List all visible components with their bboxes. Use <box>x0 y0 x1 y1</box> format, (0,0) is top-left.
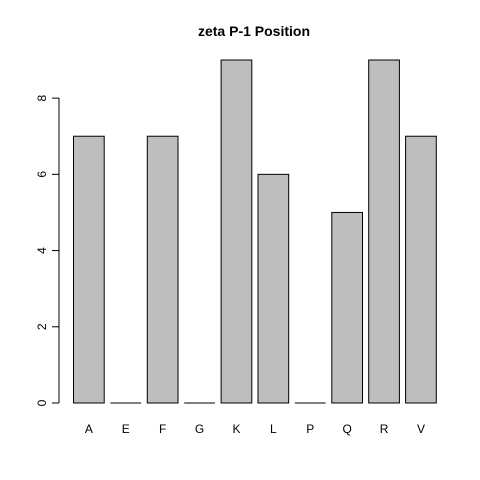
y-axis: 0 2 4 6 8 <box>35 94 60 406</box>
x-tick-label-a: A <box>85 422 93 436</box>
y-tick-label-6: 6 <box>35 171 49 178</box>
bars-group <box>73 59 437 404</box>
y-tick-label-2: 2 <box>35 323 49 330</box>
y-tick-label-4: 4 <box>35 247 49 254</box>
x-tick-label-e: E <box>122 422 130 436</box>
chart-title: zeta P-1 Position <box>198 23 310 39</box>
x-tick-label-g: G <box>195 422 204 436</box>
y-tick-label-8: 8 <box>35 94 49 101</box>
x-tick-label-q: Q <box>342 422 351 436</box>
x-tick-label-l: L <box>270 422 277 436</box>
bar-k <box>220 59 253 404</box>
x-tick-label-k: K <box>232 422 240 436</box>
bar-f <box>146 135 179 404</box>
bar-v <box>405 135 437 404</box>
y-tick-label-0: 0 <box>35 399 49 406</box>
x-tick-label-p: P <box>306 422 314 436</box>
bar-r <box>368 59 400 404</box>
bar-a <box>73 135 105 404</box>
x-tick-label-f: F <box>159 422 166 436</box>
bar-q <box>331 211 363 404</box>
bar-l <box>257 173 290 404</box>
x-tick-label-r: R <box>380 422 389 436</box>
x-tick-label-v: V <box>417 422 425 436</box>
